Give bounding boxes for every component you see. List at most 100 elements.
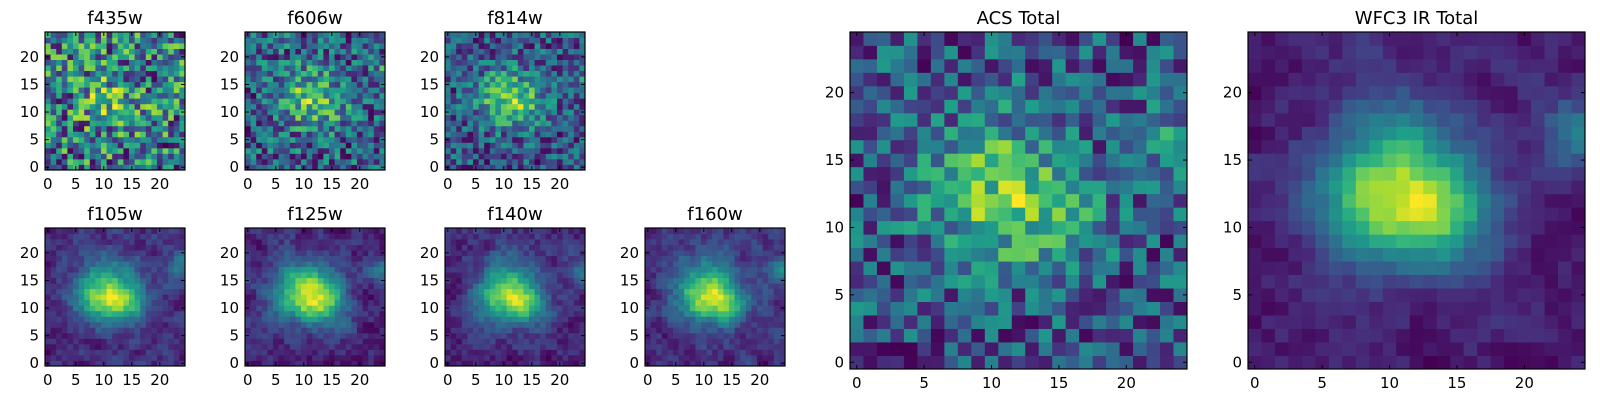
heatmap-cell [1092, 247, 1107, 262]
heatmap-cell [512, 360, 519, 367]
heatmap-cell [673, 299, 679, 306]
heatmap-cell [562, 131, 569, 138]
heatmap-cell [1106, 342, 1120, 356]
heatmap-cell [379, 239, 386, 245]
heatmap-cell [930, 247, 945, 262]
heatmap-cell [529, 81, 535, 88]
heatmap-cell [84, 65, 91, 72]
heatmap-cell [117, 255, 124, 262]
heatmap-cell [73, 261, 79, 268]
heatmap-cell [456, 59, 463, 66]
heatmap-cell [478, 87, 485, 94]
heatmap-cell [256, 349, 263, 356]
heatmap-cell [579, 299, 586, 306]
heatmap-cell [101, 59, 107, 66]
heatmap-cell [368, 59, 375, 66]
heatmap-cell [334, 310, 341, 317]
heatmap-cell [345, 109, 352, 116]
heatmap-cell [1025, 355, 1040, 370]
heatmap-cell [445, 343, 451, 350]
heatmap-cell [534, 131, 541, 138]
heatmap-cell [495, 349, 502, 356]
panel-title: f814w [487, 8, 542, 29]
heatmap-cell [278, 158, 285, 165]
heatmap-cell [278, 349, 285, 356]
heatmap-cell [273, 48, 279, 55]
heatmap-cell [273, 153, 279, 160]
heatmap-cell [573, 327, 580, 334]
heatmap-cell [295, 360, 302, 367]
heatmap-cell [751, 288, 758, 295]
heatmap-cell [545, 158, 552, 165]
heatmap-cell [373, 316, 380, 323]
heatmap-cell [495, 114, 502, 121]
heatmap-cell [534, 294, 541, 301]
heatmap-cell [151, 354, 158, 361]
heatmap-cell [729, 354, 735, 361]
heatmap-cell [278, 59, 285, 66]
heatmap-cell [734, 299, 741, 306]
heatmap-cell [957, 342, 972, 356]
heatmap-cell [568, 332, 575, 339]
heatmap-cell [250, 98, 257, 105]
heatmap-cell [689, 283, 696, 290]
heatmap-cell [168, 266, 175, 273]
heatmap-cell [101, 261, 107, 268]
heatmap-cell [489, 349, 496, 356]
heatmap-cell [551, 131, 558, 138]
heatmap-cell [461, 54, 468, 60]
heatmap-cell [245, 114, 251, 121]
heatmap-cell [89, 43, 96, 49]
heatmap-cell [101, 349, 107, 356]
heatmap-cell [162, 114, 169, 121]
heatmap-cell [67, 43, 74, 49]
heatmap-cell [179, 354, 186, 361]
heatmap-cell [89, 98, 96, 105]
heatmap-cell [768, 233, 775, 240]
heatmap-cell [706, 360, 713, 367]
heatmap-cell [667, 321, 674, 328]
heatmap-cell [473, 250, 479, 256]
heatmap-cell [773, 332, 780, 339]
heatmap-cell [73, 310, 79, 317]
heatmap-cell [61, 321, 68, 328]
heatmap-cell [323, 288, 330, 295]
heatmap-cell [340, 136, 347, 143]
heatmap-cell [534, 261, 541, 268]
heatmap-cell [345, 255, 352, 262]
heatmap-cell [534, 164, 541, 171]
heatmap-cell [512, 288, 519, 295]
heatmap-cell [903, 153, 918, 168]
heatmap-cell [117, 103, 124, 110]
heatmap-cell [501, 136, 507, 143]
heatmap-cell [456, 153, 463, 160]
heatmap-cell [484, 250, 491, 256]
heatmap-cell [306, 261, 313, 268]
heatmap-cell [517, 48, 524, 55]
heatmap-cell [779, 261, 786, 268]
heatmap-cell [573, 54, 580, 60]
heatmap-cell [351, 109, 358, 116]
heatmap-cell [50, 239, 57, 245]
heatmap-cell [273, 239, 279, 245]
heatmap-cell [876, 166, 891, 181]
heatmap-cell [261, 272, 268, 279]
heatmap-cell [89, 272, 96, 279]
heatmap-cell [723, 299, 730, 306]
heatmap-cell [506, 261, 513, 268]
heatmap-cell [173, 233, 180, 240]
heatmap-cell [179, 76, 186, 83]
heatmap-cell [306, 272, 313, 279]
heatmap-cell [123, 147, 130, 154]
heatmap-cell [740, 338, 747, 345]
heatmap-cell [1146, 261, 1161, 276]
heatmap-cell [678, 332, 685, 339]
heatmap-cell [1146, 315, 1161, 329]
heatmap-cell [245, 76, 251, 83]
heatmap-cell [56, 158, 63, 165]
heatmap-cell [445, 103, 451, 110]
heatmap-cell [312, 147, 319, 154]
heatmap-cell [50, 305, 57, 312]
heatmap-cell [551, 48, 558, 55]
heatmap-cell [467, 305, 474, 312]
